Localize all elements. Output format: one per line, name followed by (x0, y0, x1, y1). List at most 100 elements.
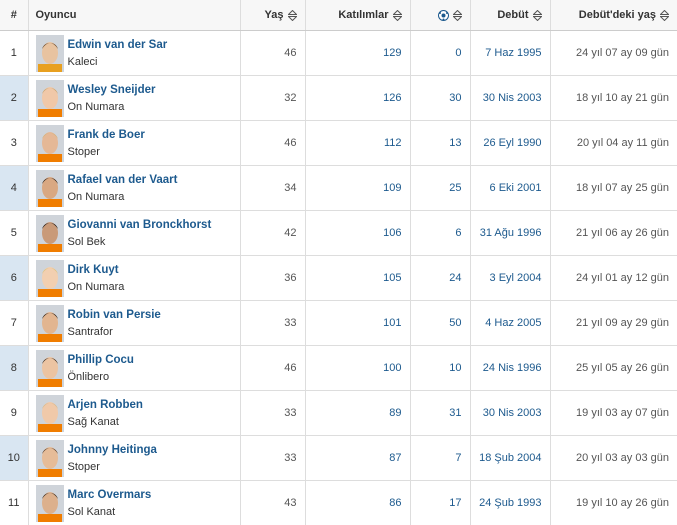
player-position: Önlibero (67, 370, 110, 383)
photo-face (41, 41, 58, 64)
goals-cell: 13 (410, 120, 471, 166)
player-cell: Rafael van der Vaart On Numara (28, 165, 241, 211)
photo-face (41, 266, 58, 289)
player-box: Johnny Heitinga Stoper (29, 439, 240, 477)
goals-cell: 17 (410, 480, 471, 525)
header-debut-age[interactable]: Debüt'deki yaş (550, 0, 677, 31)
header-goals[interactable] (410, 0, 471, 31)
age-cell: 46 (240, 345, 306, 391)
rank-cell: 4 (0, 165, 29, 211)
player-photo (35, 349, 64, 387)
rank-cell: 10 (0, 435, 29, 481)
photo-hair (41, 312, 58, 319)
photo-shirt (37, 198, 62, 207)
sort-icon (451, 9, 463, 21)
header-text: Katılımlar (338, 9, 389, 21)
rank-cell: 9 (0, 390, 29, 436)
player-position: On Numara (67, 280, 125, 293)
goals-cell: 7 (410, 435, 471, 481)
age-cell: 46 (240, 120, 306, 166)
player-row: 7 Robin van Persie Santrafor 33 101 50 4 Haz 2… (0, 300, 677, 346)
player-position: Sol Kanat (67, 505, 116, 518)
player-cell: Edwin van der Sar Kaleci (28, 30, 241, 76)
player-name[interactable]: Marc Overmars (67, 488, 152, 501)
photo-shirt (37, 513, 62, 522)
player-name[interactable]: Johnny Heitinga (67, 443, 157, 456)
rank-cell: 8 (0, 345, 29, 391)
debut-cell: 30 Nis 2003 (470, 390, 551, 436)
player-box: Frank de Boer Stoper (29, 124, 240, 162)
player-text: Marc Overmars Sol Kanat (68, 489, 152, 518)
header-age[interactable]: Yaş (240, 0, 306, 31)
header-debut[interactable]: Debüt (470, 0, 551, 31)
player-name[interactable]: Rafael van der Vaart (67, 173, 178, 186)
photo-face (41, 311, 58, 334)
player-position: Sağ Kanat (67, 415, 119, 428)
player-text: Robin van Persie Santrafor (68, 309, 161, 338)
player-photo (35, 304, 64, 342)
apps-cell: 100 (305, 345, 411, 391)
photo-hair (41, 222, 58, 229)
photo-shirt (37, 108, 62, 117)
player-photo (35, 439, 64, 477)
photo-hair (41, 447, 58, 454)
rank-cell: 7 (0, 300, 29, 346)
player-name[interactable]: Dirk Kuyt (67, 263, 119, 276)
photo-face (41, 491, 58, 514)
debut-age-cell: 21 yıl 06 ay 26 gün (550, 210, 677, 256)
player-name[interactable]: Robin van Persie (67, 308, 161, 321)
rank-cell: 1 (0, 30, 29, 76)
player-position: Stoper (67, 145, 100, 158)
player-box: Arjen Robben Sağ Kanat (29, 394, 240, 432)
player-name[interactable]: Giovanni van Bronckhorst (67, 218, 212, 231)
apps-cell: 126 (305, 75, 411, 121)
goals-cell: 10 (410, 345, 471, 391)
age-cell: 36 (240, 255, 306, 301)
rank-cell: 5 (0, 210, 29, 256)
player-name[interactable]: Frank de Boer (67, 128, 145, 141)
header-apps[interactable]: Katılımlar (305, 0, 411, 31)
age-cell: 33 (240, 390, 306, 436)
photo-face (41, 356, 58, 379)
header-player: Oyuncu (28, 0, 241, 31)
player-row: 5 Giovanni van Bronckhorst Sol Bek 42 106 6 31… (0, 210, 677, 256)
goals-cell: 31 (410, 390, 471, 436)
apps-cell: 86 (305, 480, 411, 525)
debut-age-cell: 19 yıl 03 ay 07 gün (550, 390, 677, 436)
debut-age-cell: 18 yıl 10 ay 21 gün (550, 75, 677, 121)
player-position: Sol Bek (67, 235, 106, 248)
player-row: 9 Arjen Robben Sağ Kanat 33 89 31 30 Nis 2003 1… (0, 390, 677, 436)
debut-age-cell: 21 yıl 09 ay 29 gün (550, 300, 677, 346)
player-name[interactable]: Phillip Cocu (67, 353, 134, 366)
rank-cell: 6 (0, 255, 29, 301)
goals-cell: 30 (410, 75, 471, 121)
apps-cell: 129 (305, 30, 411, 76)
photo-shirt (37, 378, 62, 387)
header-text: Debüt'deki yaş (578, 9, 656, 21)
player-text: Phillip Cocu Önlibero (68, 354, 134, 383)
player-row: 4 Rafael van der Vaart On Numara 34 109 25 6 E… (0, 165, 677, 211)
rank-cell: 2 (0, 75, 29, 121)
goals-cell: 6 (410, 210, 471, 256)
photo-face (41, 131, 58, 154)
player-row: 6 Dirk Kuyt On Numara 36 105 24 3 Eyl 2004 24 y… (0, 255, 677, 301)
player-cell: Arjen Robben Sağ Kanat (28, 390, 241, 436)
player-name[interactable]: Wesley Sneijder (67, 83, 156, 96)
player-box: Dirk Kuyt On Numara (29, 259, 240, 297)
player-name[interactable]: Edwin van der Sar (67, 38, 168, 51)
debut-cell: 18 Şub 2004 (470, 435, 551, 481)
player-cell: Dirk Kuyt On Numara (28, 255, 241, 301)
photo-hair (41, 402, 58, 409)
debut-cell: 26 Eyl 1990 (470, 120, 551, 166)
player-row: 11 Marc Overmars Sol Kanat 43 86 17 24 Şub 199… (0, 480, 677, 525)
player-photo (35, 124, 64, 162)
photo-face (41, 446, 58, 469)
player-text: Dirk Kuyt On Numara (68, 264, 125, 293)
photo-hair (41, 492, 58, 499)
age-cell: 33 (240, 300, 306, 346)
player-name[interactable]: Arjen Robben (67, 398, 143, 411)
debut-cell: 7 Haz 1995 (470, 30, 551, 76)
rank-cell: 3 (0, 120, 29, 166)
